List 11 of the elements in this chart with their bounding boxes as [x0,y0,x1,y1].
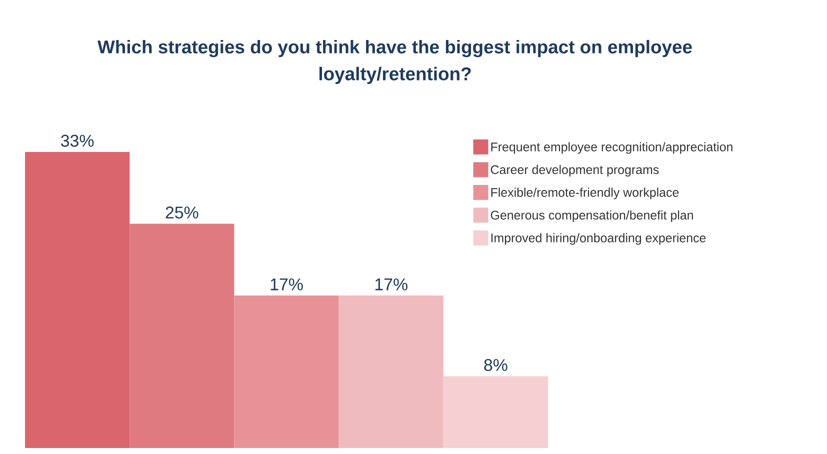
legend-label: Career development programs [490,164,659,177]
chart-title: Which strategies do you think have the biggest impact on employee loyalty/retention? [98,40,692,84]
legend-label: Frequent employee recognition/appreciation [491,142,732,154]
legend-label: Improved hiring/onboarding experience [491,233,706,245]
data-label: 8% [484,359,508,372]
legend-label: Flexible/remote-friendly workplace [491,188,679,200]
data-label: 25% [166,206,198,219]
data-label: 33% [61,134,94,147]
legend-label: Generous compensation/benefit plan [490,210,693,222]
data-label: 17% [270,278,303,290]
data-label: 17% [375,278,408,290]
